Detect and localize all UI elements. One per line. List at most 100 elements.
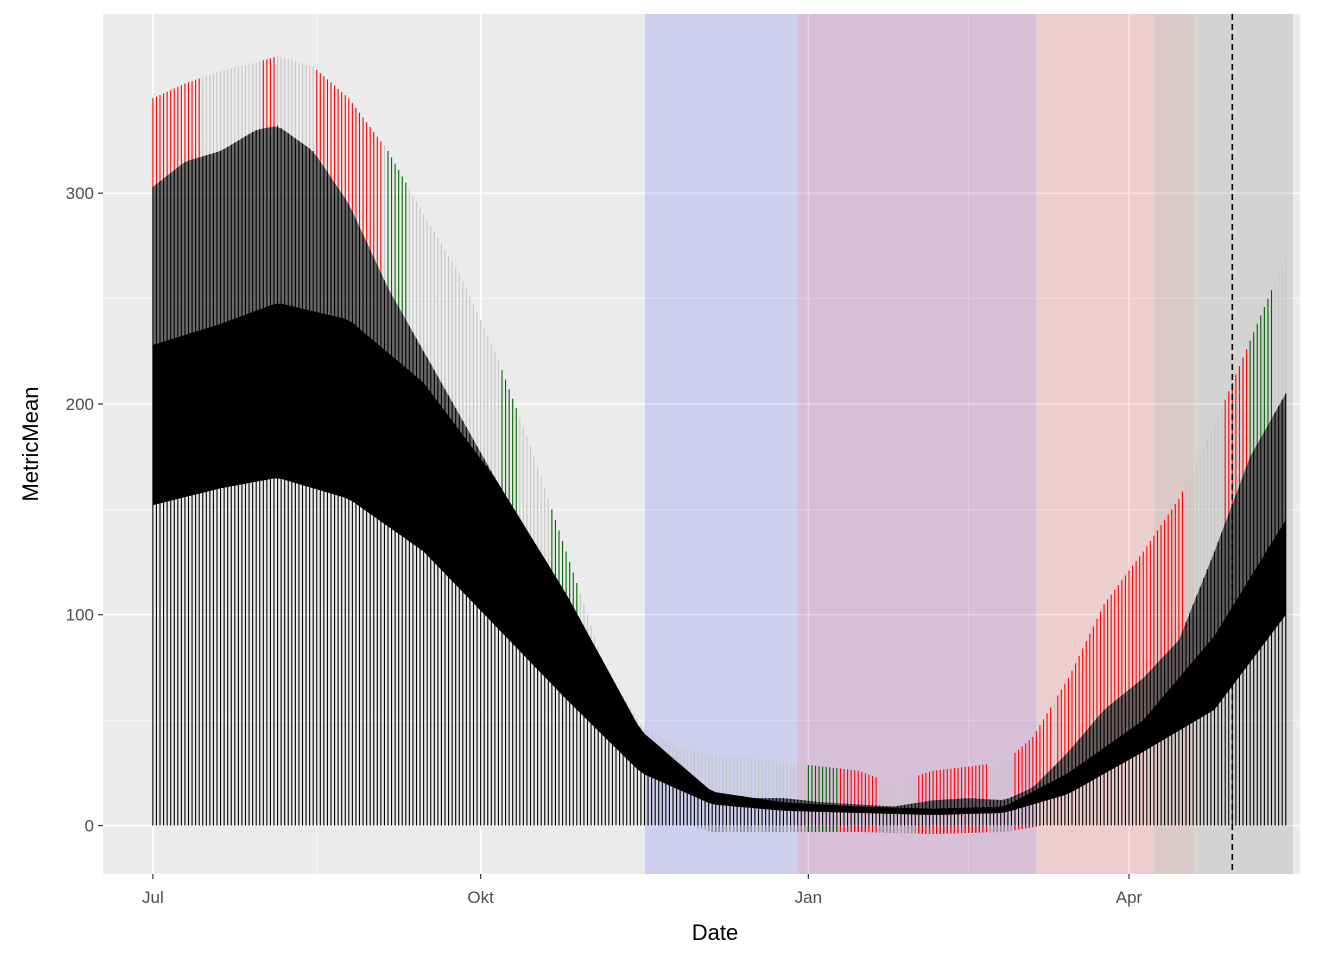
bar-upper: [893, 783, 895, 807]
bar-upper: [440, 243, 442, 383]
bar-upper: [280, 57, 282, 129]
bar-upper: [1082, 648, 1084, 735]
x-tick-label: Jul: [142, 888, 164, 907]
bar-upper: [686, 750, 688, 790]
bar-upper: [928, 771, 931, 801]
bar-body: [725, 795, 727, 832]
bar-upper: [558, 530, 560, 630]
bar-upper: [1249, 340, 1251, 457]
bar-lower: [1035, 825, 1037, 827]
bar-body: [515, 528, 517, 826]
bar-upper: [437, 237, 439, 377]
bar-upper: [1142, 551, 1144, 678]
bar-body: [1153, 666, 1155, 826]
bar-upper: [383, 146, 385, 281]
bar-body: [326, 172, 328, 826]
bar-upper: [405, 182, 407, 320]
bar-upper: [540, 477, 542, 588]
bar-lower: [985, 825, 988, 833]
bar-upper: [180, 85, 182, 165]
bar-body: [982, 798, 984, 833]
bar-body: [394, 300, 396, 826]
bar-upper: [861, 771, 863, 805]
bar-upper: [708, 755, 710, 794]
bar-upper: [843, 769, 845, 804]
bar-upper: [248, 64, 250, 135]
bar-body: [430, 363, 432, 826]
bar-body: [1171, 647, 1173, 826]
bar-upper: [1053, 701, 1055, 767]
y-tick-label: 100: [66, 606, 94, 625]
bar-upper: [412, 195, 414, 333]
bar-body: [562, 637, 564, 826]
bar-upper: [1135, 561, 1137, 684]
bar-body: [494, 477, 496, 826]
bar-lower: [832, 825, 834, 832]
bar-upper: [921, 774, 923, 802]
bar-lower: [896, 825, 898, 833]
bar-body: [889, 806, 891, 833]
bar-body: [398, 306, 400, 826]
bar-upper: [301, 63, 304, 144]
bar-upper: [782, 762, 784, 799]
bar-upper: [184, 83, 186, 162]
bar-upper: [220, 70, 222, 152]
bar-upper: [344, 95, 346, 199]
y-axis-ticks: 0 100 200 300: [66, 184, 103, 836]
bar-body: [700, 792, 703, 829]
bar-upper: [326, 79, 328, 173]
bar-upper: [191, 81, 193, 160]
bar-upper: [1235, 374, 1237, 495]
bar-body: [825, 802, 827, 832]
bar-lower: [996, 825, 998, 833]
bar-upper: [1071, 670, 1073, 748]
bar-upper: [857, 770, 859, 805]
bar-upper: [911, 777, 913, 804]
bar-lower: [818, 825, 820, 832]
bar-lower: [708, 825, 710, 831]
bar-lower: [914, 825, 916, 834]
bar-body: [476, 446, 478, 826]
bar-body: [775, 798, 777, 832]
bar-lower: [889, 825, 891, 833]
bar-body: [604, 730, 606, 826]
bar-body: [879, 805, 881, 833]
bar-upper: [426, 220, 428, 358]
bar-upper: [1028, 740, 1030, 790]
bar-lower: [800, 825, 802, 832]
bar-upper: [825, 766, 827, 803]
bar-upper: [195, 79, 197, 159]
bar-upper: [212, 73, 214, 154]
bar-upper: [978, 765, 980, 799]
bar-body: [907, 804, 909, 834]
bar-upper: [690, 750, 692, 791]
bar-lower: [868, 825, 870, 833]
bar-upper: [1018, 749, 1020, 794]
bar-upper: [497, 360, 499, 487]
bar-upper: [1099, 611, 1102, 714]
bar-upper: [1067, 677, 1069, 752]
bar-lower: [693, 825, 695, 827]
bar-body: [946, 799, 948, 834]
bar-lower: [790, 825, 792, 832]
bar-upper: [259, 61, 261, 130]
bar-body: [323, 166, 325, 826]
bar-body: [871, 805, 874, 833]
bar-upper: [725, 756, 727, 796]
bar-upper: [957, 767, 959, 799]
bar-body: [508, 511, 510, 826]
bar-upper: [1089, 633, 1091, 727]
bar-upper: [494, 351, 496, 478]
bar-body: [1160, 659, 1162, 826]
bar-body: [1146, 674, 1148, 826]
bar-body: [882, 805, 884, 833]
bar-body: [316, 156, 318, 826]
bar-upper: [423, 214, 425, 352]
bar-upper: [875, 777, 877, 806]
bar-upper: [757, 759, 760, 799]
bar-body: [697, 791, 699, 828]
bar-body: [985, 799, 988, 833]
bar-upper: [775, 761, 777, 799]
bar-lower: [1003, 825, 1005, 832]
bar-lower: [871, 825, 874, 833]
